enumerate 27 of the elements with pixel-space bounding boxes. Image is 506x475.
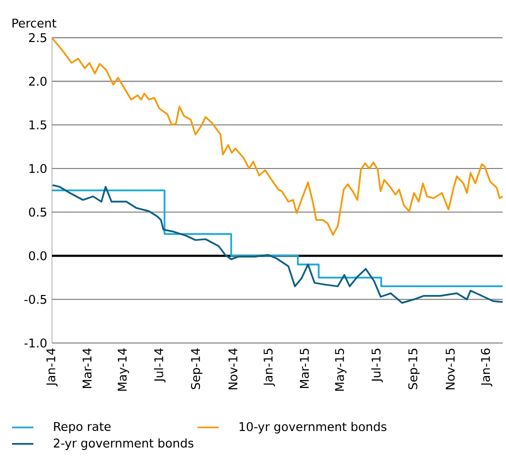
line-series	[52, 38, 504, 236]
legend-label: 2-yr government bonds	[54, 438, 194, 450]
y-tick-label: 1.5	[30, 120, 46, 130]
y-tick-label: -0.5	[24, 294, 46, 304]
x-tick-label: May-15	[335, 348, 346, 391]
x-tick-label: Jan-14	[46, 348, 58, 386]
x-tick-label: May-14	[118, 348, 130, 391]
x-tick-label: Sep-15	[408, 348, 420, 390]
y-tick-label: -1.0	[24, 338, 46, 348]
x-tick-label: Nov-15	[446, 348, 455, 390]
y-tick-label: 2.5	[29, 33, 46, 42]
y-tick-label: 0.5	[29, 208, 46, 217]
x-tick-label: Jul-14	[154, 348, 166, 382]
legend-label: 10-yr government bonds	[240, 422, 386, 434]
y-tick-label: 0.0	[29, 251, 46, 260]
y-tick-label: 1.0	[30, 164, 46, 174]
legend-label: Repo rate	[54, 422, 111, 434]
x-tick-label: Mar-15	[300, 348, 309, 388]
x-tick-label: Sep-14	[190, 348, 202, 390]
y-tick-label: 2.0	[29, 76, 46, 86]
x-tick-label: Jul-15	[371, 348, 383, 382]
line-series	[52, 184, 504, 304]
x-tick-label: Jan-16	[480, 348, 492, 386]
x-tick-label: Mar-14	[82, 348, 92, 388]
x-tick-label: Jan-15	[264, 348, 275, 386]
y-axis-title: Percent	[12, 18, 56, 28]
x-tick-label: Nov-14	[228, 348, 238, 390]
